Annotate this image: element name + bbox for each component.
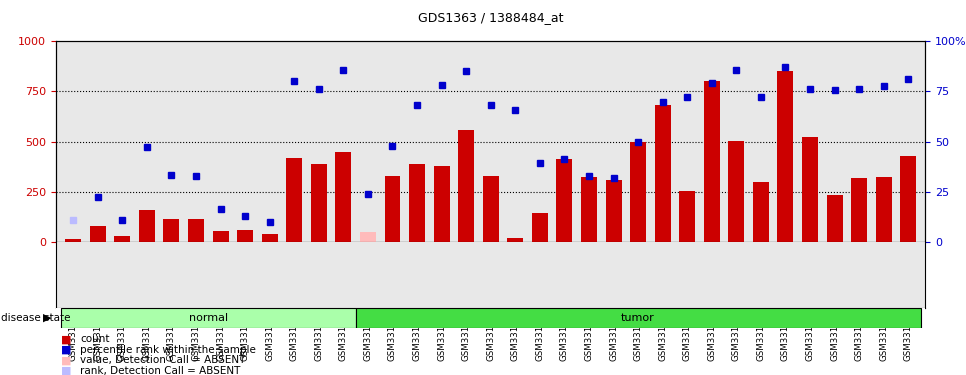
Bar: [507, 238, 524, 242]
Bar: [90, 226, 105, 242]
Text: ■: ■: [61, 345, 71, 355]
Bar: [238, 230, 253, 242]
Bar: [458, 129, 474, 242]
Bar: [311, 164, 327, 242]
Text: count: count: [80, 334, 110, 344]
Bar: [384, 176, 401, 242]
Bar: [163, 219, 180, 242]
Bar: [409, 164, 425, 242]
Bar: [778, 71, 793, 242]
Text: value, Detection Call = ABSENT: value, Detection Call = ABSENT: [80, 356, 245, 365]
Bar: [66, 239, 81, 242]
Bar: [556, 159, 573, 242]
Text: disease state: disease state: [1, 313, 71, 323]
Bar: [876, 177, 892, 242]
Bar: [360, 232, 376, 242]
Text: GDS1363 / 1388484_at: GDS1363 / 1388484_at: [418, 11, 563, 24]
Text: ▶: ▶: [43, 313, 51, 323]
Bar: [355, 308, 921, 328]
Bar: [581, 177, 597, 242]
Bar: [827, 195, 842, 242]
Bar: [704, 81, 720, 242]
Bar: [802, 136, 818, 242]
Bar: [900, 156, 916, 242]
Text: ■: ■: [61, 356, 71, 365]
Bar: [655, 105, 670, 242]
Bar: [483, 176, 498, 242]
Bar: [532, 213, 548, 242]
Bar: [753, 182, 769, 242]
Text: tumor: tumor: [621, 313, 655, 323]
Bar: [139, 210, 155, 242]
Bar: [728, 141, 745, 242]
Text: ■: ■: [61, 366, 71, 375]
Bar: [114, 236, 130, 242]
Bar: [213, 231, 229, 242]
Bar: [61, 308, 355, 328]
Bar: [286, 158, 302, 242]
Text: percentile rank within the sample: percentile rank within the sample: [80, 345, 256, 355]
Text: rank, Detection Call = ABSENT: rank, Detection Call = ABSENT: [80, 366, 241, 375]
Bar: [262, 234, 277, 242]
Bar: [188, 219, 204, 242]
Bar: [630, 142, 646, 242]
Text: normal: normal: [188, 313, 228, 323]
Bar: [679, 191, 696, 242]
Bar: [606, 180, 621, 242]
Text: ■: ■: [61, 334, 71, 344]
Bar: [851, 178, 867, 242]
Bar: [434, 166, 449, 242]
Bar: [335, 152, 352, 242]
